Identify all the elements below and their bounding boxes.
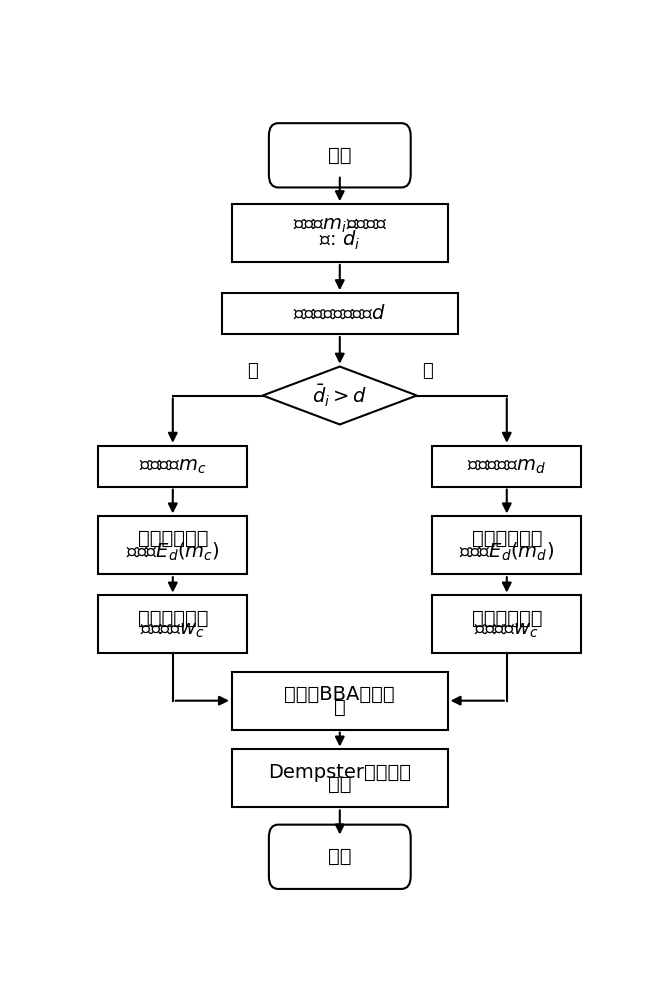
Bar xyxy=(232,204,448,262)
Text: 计算证据体的: 计算证据体的 xyxy=(471,529,542,548)
Bar xyxy=(232,672,448,730)
Text: 不可信证据$m_d$: 不可信证据$m_d$ xyxy=(467,457,546,476)
Bar xyxy=(98,446,247,487)
Text: 计算权重$w_c$: 计算权重$w_c$ xyxy=(475,621,539,640)
Text: 信度熵$E_d(m_d)$: 信度熵$E_d(m_d)$ xyxy=(459,540,554,563)
FancyBboxPatch shape xyxy=(269,123,410,187)
Text: 结束: 结束 xyxy=(328,847,351,866)
Text: 融合: 融合 xyxy=(328,775,351,794)
Bar xyxy=(232,749,448,807)
Text: 归一化得全局距离$d$: 归一化得全局距离$d$ xyxy=(293,304,387,323)
Bar xyxy=(221,293,458,334)
Text: 对原始BBA进行修: 对原始BBA进行修 xyxy=(284,685,395,704)
Text: 否: 否 xyxy=(247,362,258,380)
Bar xyxy=(432,595,581,653)
Text: 是: 是 xyxy=(422,362,433,380)
Text: 证据体$m_i$的平均距: 证据体$m_i$的平均距 xyxy=(292,216,387,235)
FancyBboxPatch shape xyxy=(269,825,410,889)
Text: Dempster融合规则: Dempster融合规则 xyxy=(269,763,411,782)
Text: 开始: 开始 xyxy=(328,146,351,165)
Bar xyxy=(432,446,581,487)
Text: 正: 正 xyxy=(334,698,345,717)
Text: 离: $\bar{d}_i$: 离: $\bar{d}_i$ xyxy=(319,226,361,252)
Bar xyxy=(432,516,581,574)
Text: 信度熵$E_d(m_c)$: 信度熵$E_d(m_c)$ xyxy=(126,540,219,563)
Text: $\bar{d}_i>d$: $\bar{d}_i>d$ xyxy=(312,382,367,409)
Polygon shape xyxy=(263,367,417,424)
Text: 计算权重$w_c$: 计算权重$w_c$ xyxy=(141,621,205,640)
Text: 使用惩罚函数: 使用惩罚函数 xyxy=(471,609,542,628)
Text: 计算证据体的: 计算证据体的 xyxy=(137,529,208,548)
Text: 使用奖励函数: 使用奖励函数 xyxy=(137,609,208,628)
Bar xyxy=(98,595,247,653)
Text: 可信证据$m_c$: 可信证据$m_c$ xyxy=(139,457,207,476)
Bar xyxy=(98,516,247,574)
